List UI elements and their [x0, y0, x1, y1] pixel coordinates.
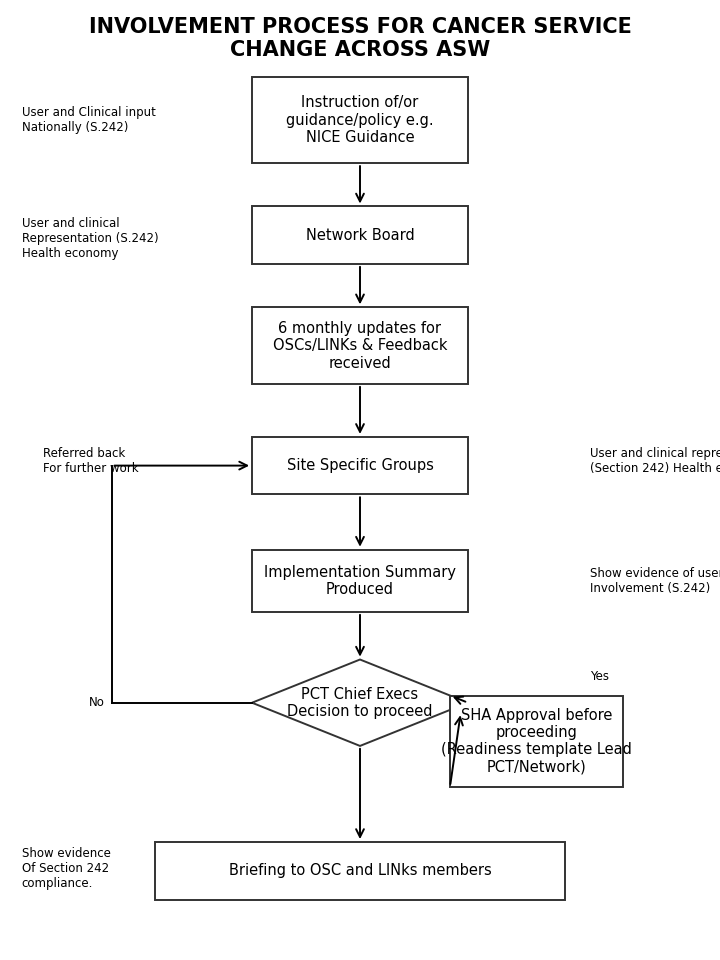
Text: Implementation Summary
Produced: Implementation Summary Produced — [264, 564, 456, 597]
FancyBboxPatch shape — [252, 307, 468, 384]
FancyBboxPatch shape — [252, 549, 468, 612]
Text: SHA Approval before
proceeding
(Readiness template Lead
PCT/Network): SHA Approval before proceeding (Readines… — [441, 708, 632, 775]
Text: User and clinical
Representation (S.242)
Health economy: User and clinical Representation (S.242)… — [22, 217, 158, 259]
Text: Briefing to OSC and LINks members: Briefing to OSC and LINks members — [229, 863, 491, 878]
Text: User and clinical representation
(Section 242) Health economy: User and clinical representation (Sectio… — [590, 446, 720, 475]
Text: Show evidence
Of Section 242
compliance.: Show evidence Of Section 242 compliance. — [22, 848, 110, 890]
Text: Show evidence of user
Involvement (S.242): Show evidence of user Involvement (S.242… — [590, 566, 720, 595]
Text: Site Specific Groups: Site Specific Groups — [287, 458, 433, 473]
FancyBboxPatch shape — [252, 206, 468, 264]
FancyBboxPatch shape — [252, 77, 468, 163]
Text: INVOLVEMENT PROCESS FOR CANCER SERVICE
CHANGE ACROSS ASW: INVOLVEMENT PROCESS FOR CANCER SERVICE C… — [89, 17, 631, 60]
Text: No: No — [89, 696, 104, 709]
Text: User and Clinical input
Nationally (S.242): User and Clinical input Nationally (S.24… — [22, 106, 156, 134]
Text: Yes: Yes — [590, 670, 609, 684]
FancyBboxPatch shape — [450, 695, 623, 787]
FancyBboxPatch shape — [155, 842, 565, 900]
FancyBboxPatch shape — [252, 437, 468, 494]
Text: PCT Chief Execs
Decision to proceed: PCT Chief Execs Decision to proceed — [287, 686, 433, 719]
Text: Referred back
For further work: Referred back For further work — [43, 446, 139, 475]
Text: Network Board: Network Board — [305, 228, 415, 243]
Text: Instruction of/or
guidance/policy e.g.
NICE Guidance: Instruction of/or guidance/policy e.g. N… — [286, 95, 434, 145]
Polygon shape — [252, 660, 468, 746]
Text: 6 monthly updates for
OSCs/LINKs & Feedback
received: 6 monthly updates for OSCs/LINKs & Feedb… — [273, 321, 447, 371]
